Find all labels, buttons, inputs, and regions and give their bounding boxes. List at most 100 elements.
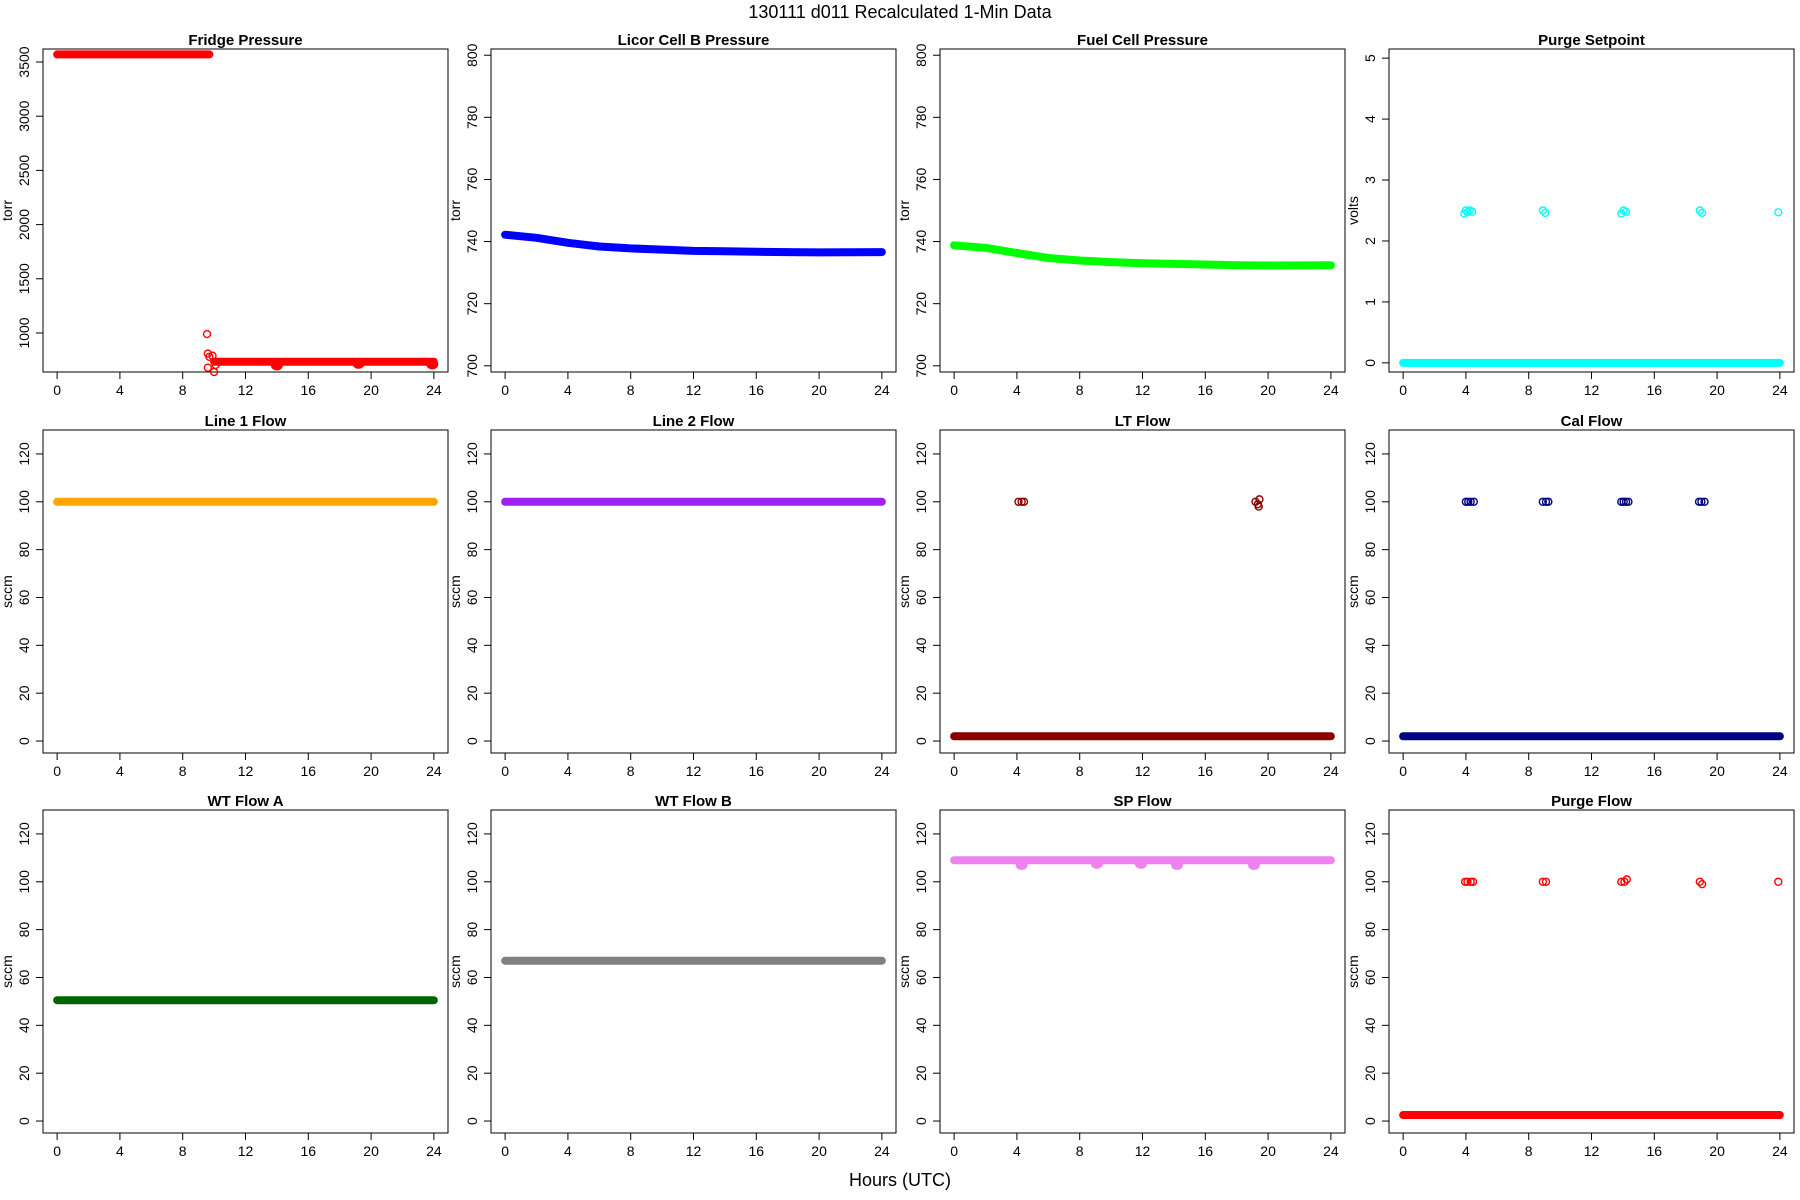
y-tick-label: 60	[16, 969, 32, 985]
x-tick-label: 12	[1584, 1143, 1600, 1159]
y-tick-label: 720	[464, 292, 480, 316]
panel-title: Licor Cell B Pressure	[618, 32, 770, 49]
y-tick-label: 40	[16, 637, 32, 653]
y-tick-label: 120	[16, 822, 32, 846]
x-tick-label: 16	[1198, 763, 1214, 779]
y-tick-label: 60	[1362, 589, 1378, 605]
x-tick-label: 8	[627, 763, 635, 779]
x-tick-label: 0	[950, 382, 958, 398]
data-point	[1540, 208, 1550, 218]
y-axis-label: sccm	[896, 955, 912, 988]
y-tick-label: 40	[913, 1017, 929, 1033]
y-tick-label: 120	[913, 822, 929, 846]
figure-title: 130111 d011 Recalculated 1-Min Data	[748, 2, 1052, 22]
x-tick-label: 8	[1076, 1143, 1084, 1159]
y-axis-label: torr	[0, 200, 15, 221]
y-tick-label: 120	[464, 442, 480, 466]
x-tick-label: 24	[426, 382, 442, 398]
data-point	[1620, 877, 1629, 886]
x-tick-label: 20	[363, 382, 379, 398]
x-tick-label: 20	[811, 1143, 827, 1159]
y-tick-label: 3	[1362, 176, 1378, 184]
y-tick-label: 120	[16, 442, 32, 466]
y-tick-label: 80	[913, 922, 929, 938]
data-point	[1697, 208, 1707, 218]
panel-title: LT Flow	[1115, 413, 1171, 430]
x-tick-label: 8	[1525, 382, 1533, 398]
data-point	[1697, 879, 1707, 889]
x-tick-label: 20	[363, 763, 379, 779]
x-tick-label: 16	[1198, 1143, 1214, 1159]
y-tick-label: 120	[913, 442, 929, 466]
panel-title: WT Flow A	[207, 793, 283, 810]
x-tick-label: 12	[1135, 382, 1151, 398]
data-point	[1134, 858, 1147, 869]
x-tick-label: 16	[1647, 382, 1663, 398]
data-point	[1464, 497, 1473, 506]
data-point	[1461, 497, 1471, 506]
plot-frame	[490, 48, 897, 373]
data-point	[1015, 860, 1028, 871]
x-tick-label: 12	[686, 382, 702, 398]
data-point	[1090, 858, 1103, 869]
y-tick-label: 60	[464, 589, 480, 605]
data-point	[203, 363, 213, 372]
series-curve	[501, 230, 886, 257]
x-tick-label: 0	[53, 763, 61, 779]
y-tick-label: 60	[464, 969, 480, 985]
x-tick-label: 12	[686, 1143, 702, 1159]
data-point	[1538, 877, 1548, 886]
data-point	[1468, 877, 1478, 886]
y-axis-label: sccm	[896, 575, 912, 608]
x-tick-label: 20	[1260, 1143, 1276, 1159]
x-tick-label: 16	[301, 763, 317, 779]
x-tick-label: 8	[1076, 382, 1084, 398]
panel-fridge-pressure: Fridge Pressure 0 4 8 12 16 20 24 1000 1500 2000 25…	[0, 32, 449, 398]
y-tick-label: 120	[1362, 822, 1378, 846]
y-tick-label: 40	[1362, 637, 1378, 653]
y-tick-label: 40	[464, 1017, 480, 1033]
plot-frame	[42, 429, 449, 754]
panel-title: Purge Flow	[1551, 793, 1632, 810]
y-tick-label: 4	[1362, 115, 1378, 123]
y-tick-label: 0	[464, 737, 480, 745]
x-tick-label: 4	[564, 763, 572, 779]
y-tick-label: 60	[913, 589, 929, 605]
y-tick-label: 0	[464, 1117, 480, 1125]
y-tick-label: 100	[913, 490, 929, 514]
panel-cal-flow: Cal Flow 0 4 8 12 16 20 24 0 20 40 60 80 100 120 sccm	[1345, 413, 1795, 779]
panel-title: Cal Flow	[1561, 413, 1623, 430]
y-tick-label: 40	[464, 637, 480, 653]
panel-title: Fuel Cell Pressure	[1077, 32, 1208, 49]
y-tick-label: 3000	[16, 100, 32, 131]
data-point	[1017, 497, 1026, 506]
data-point	[1171, 860, 1184, 871]
x-tick-label: 4	[1462, 382, 1470, 398]
data-point	[1014, 497, 1023, 506]
x-tick-label: 24	[1323, 382, 1339, 398]
x-tick-label: 4	[116, 763, 124, 779]
x-tick-label: 0	[950, 763, 958, 779]
y-tick-label: 80	[1362, 922, 1378, 938]
x-tick-label: 4	[1462, 1143, 1470, 1159]
y-tick-label: 100	[16, 870, 32, 894]
x-tick-label: 24	[1772, 763, 1788, 779]
y-axis-label: torr	[447, 200, 463, 221]
x-tick-label: 0	[501, 382, 509, 398]
x-tick-label: 4	[1013, 382, 1021, 398]
y-tick-label: 760	[913, 168, 929, 192]
y-tick-label: 780	[464, 105, 480, 129]
data-point	[1774, 208, 1783, 217]
y-tick-label: 60	[16, 589, 32, 605]
x-tick-label: 4	[564, 1143, 572, 1159]
plot-frame	[1388, 429, 1795, 754]
x-tick-label: 0	[950, 1143, 958, 1159]
x-tick-label: 4	[1013, 1143, 1021, 1159]
y-tick-label: 80	[16, 922, 32, 938]
y-tick-label: 80	[464, 922, 480, 938]
y-tick-label: 20	[913, 685, 929, 701]
x-tick-label: 16	[1647, 763, 1663, 779]
plot-frame	[1388, 809, 1795, 1134]
y-tick-label: 100	[1362, 870, 1378, 894]
